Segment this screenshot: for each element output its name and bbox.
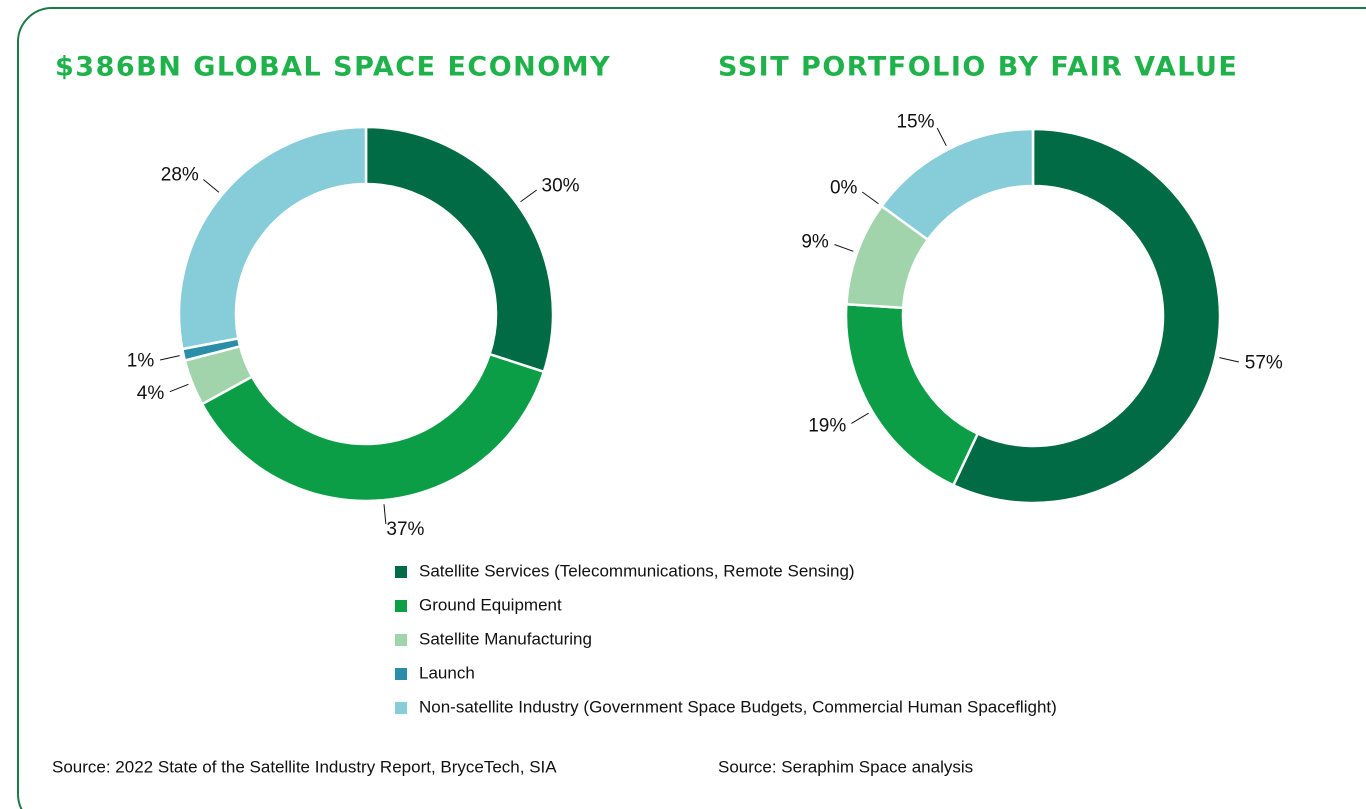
value-label: 28% [161, 165, 199, 186]
chart-title: $386BN GLOBAL SPACE ECONOMY [55, 52, 611, 83]
value-label: 4% [137, 383, 165, 404]
legend-swatch [395, 634, 407, 646]
value-label: 15% [896, 112, 934, 133]
legend-swatch [395, 702, 407, 714]
donut-segment [879, 127, 1035, 242]
donut-segment [844, 302, 980, 487]
donut-segment [177, 125, 368, 351]
legend-swatch [395, 600, 407, 612]
donut-segment [951, 127, 1222, 505]
leader-line [520, 189, 537, 203]
value-label: 0% [830, 177, 858, 198]
source: Source: 2022 State of the Satellite Indu… [52, 757, 557, 776]
chart-title: SSIT PORTFOLIO BY FAIR VALUE [718, 52, 1238, 83]
leader-line [936, 127, 947, 147]
leader-line [383, 504, 387, 525]
leader-line [1219, 357, 1240, 363]
leader-line [159, 355, 180, 361]
legend-swatch [395, 668, 407, 680]
legend-label: Satellite Manufacturing [419, 629, 592, 648]
donut-segment [364, 125, 555, 374]
value-label: 57% [1245, 352, 1283, 373]
frame [17, 7, 1366, 809]
donut-segment [200, 352, 546, 503]
value-label: 37% [386, 519, 424, 540]
legend-label: Launch [419, 663, 475, 682]
leader-line [203, 179, 220, 193]
leader-line [834, 244, 854, 252]
value-label: 1% [127, 350, 155, 371]
legend-swatch [395, 566, 407, 578]
leader-line [169, 383, 189, 393]
legend-label: Satellite Services (Telecommunications, … [419, 561, 855, 580]
source: Source: Seraphim Space analysis [718, 757, 973, 776]
value-label: 19% [808, 415, 846, 436]
leader-line [862, 191, 879, 205]
leader-line [851, 412, 869, 424]
value-label: 30% [542, 175, 580, 196]
legend-label: Ground Equipment [419, 595, 562, 614]
legend-label: Non-satellite Industry (Government Space… [419, 697, 1057, 716]
value-label: 9% [801, 232, 829, 253]
